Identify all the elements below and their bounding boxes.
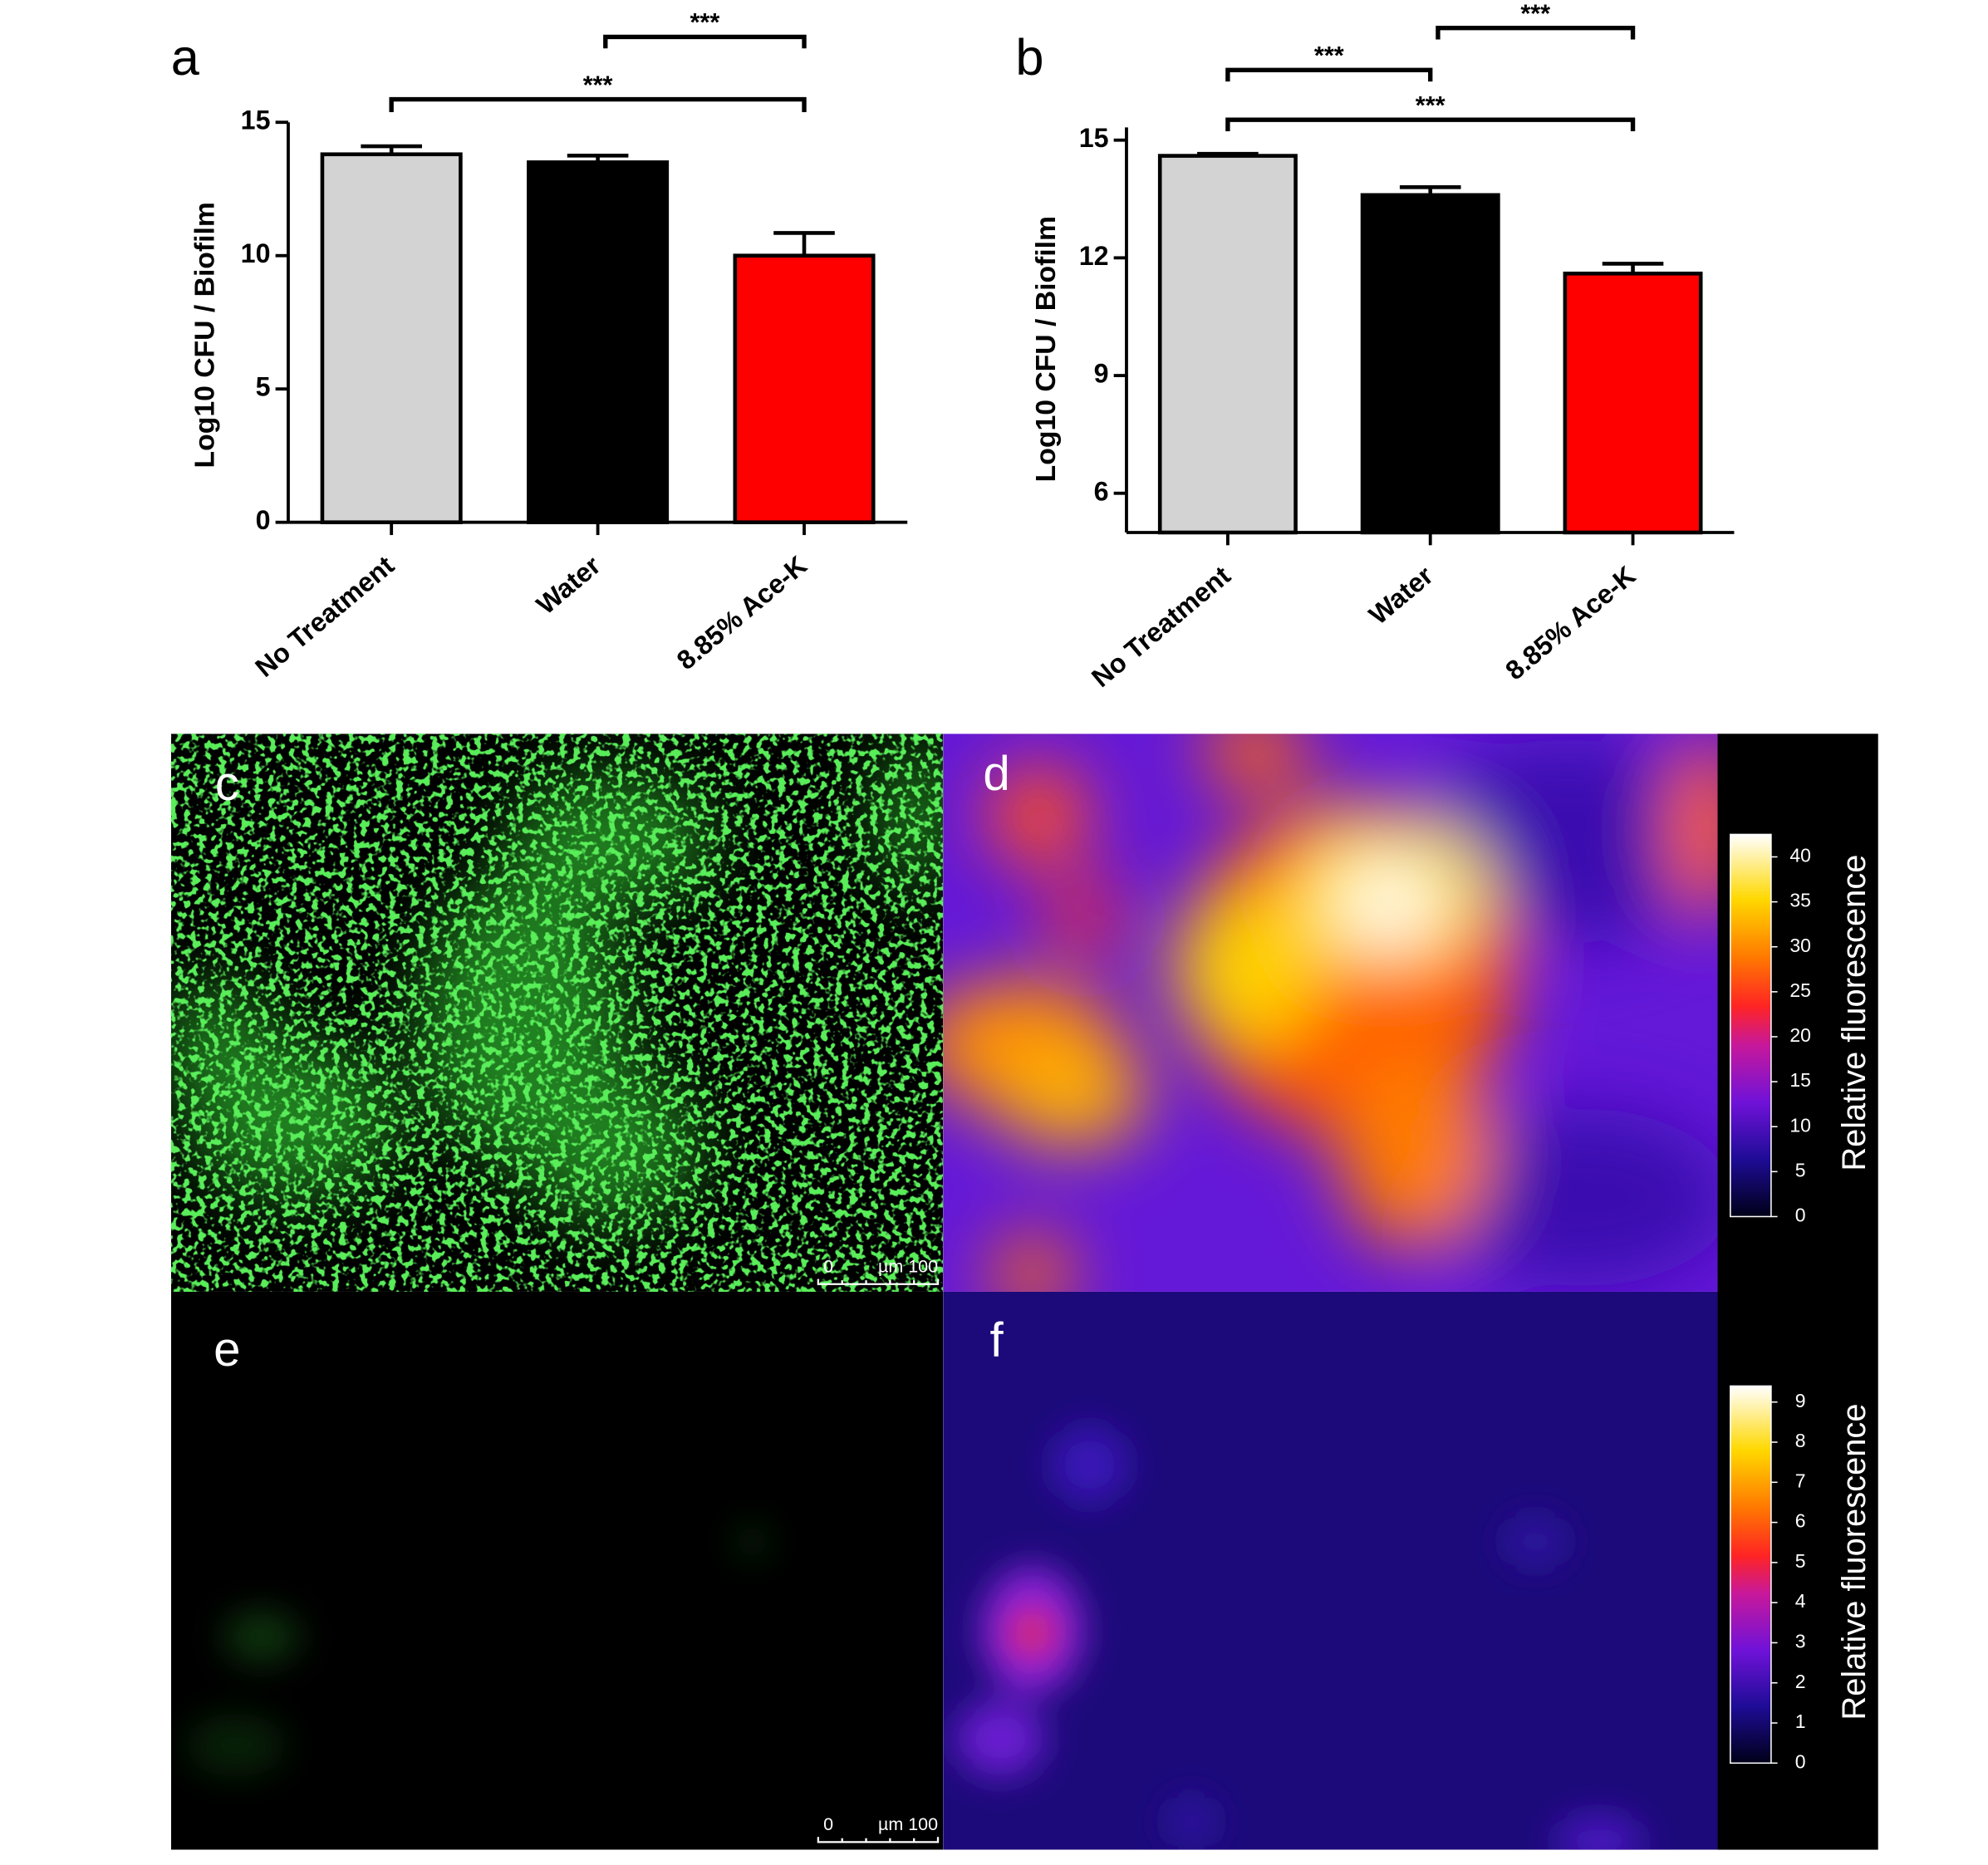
bar — [733, 253, 876, 525]
scale-bar-label: 0 — [823, 1814, 833, 1834]
panel-label: c — [215, 757, 239, 811]
heatmap-f — [943, 1291, 1718, 1850]
colorbar-tick-label: 8 — [1795, 1430, 1806, 1451]
y-tick-label: 6 — [1094, 476, 1109, 506]
panel-label: f — [989, 1313, 1004, 1367]
colorbar-title: Relative fluorescence — [1836, 855, 1873, 1171]
bar — [1563, 271, 1703, 535]
scale-bar-label: 0 — [823, 1256, 833, 1276]
bar — [527, 160, 670, 525]
bar — [1360, 193, 1500, 535]
panel-label: a — [171, 28, 200, 86]
colorbar-tick-label: 20 — [1789, 1024, 1811, 1046]
scale-bar-label: µm 100 — [878, 1814, 938, 1834]
colorbar-tick-label: 2 — [1795, 1671, 1806, 1692]
x-tick-label: No Treatment — [1086, 560, 1236, 693]
y-tick-label: 12 — [1079, 241, 1109, 271]
significance-bracket — [1225, 117, 1636, 131]
micrograph-e — [170, 1291, 944, 1850]
panel-label: d — [983, 747, 1009, 801]
bar — [1157, 154, 1298, 535]
panel-label: e — [214, 1323, 240, 1377]
colorbar-tick-label: 6 — [1795, 1510, 1806, 1532]
colorbar-d — [1730, 833, 1772, 1218]
significance-bracket — [1436, 26, 1636, 40]
x-tick-label: No Treatment — [249, 550, 400, 683]
colorbar-tick-label: 10 — [1789, 1114, 1811, 1136]
heatmap-d — [943, 734, 1718, 1292]
colorbar-tick-label: 5 — [1795, 1159, 1806, 1180]
x-tick-label: 8.85% Ace-K — [1500, 560, 1641, 685]
x-tick-label: Water — [1363, 560, 1439, 631]
significance-label: *** — [1520, 0, 1550, 27]
colorbar-tick-label: 7 — [1795, 1470, 1806, 1491]
colorbar-tick-label: 0 — [1795, 1750, 1806, 1772]
colorbar-tick-label: 4 — [1795, 1590, 1806, 1612]
colorbar-tick-label: 25 — [1789, 979, 1811, 1001]
x-tick-label: 8.85% Ace-K — [671, 550, 812, 675]
colorbar-tick-label: 35 — [1789, 890, 1811, 911]
scale-bar-label: µm 100 — [878, 1256, 938, 1276]
y-tick-label: 10 — [241, 238, 271, 268]
colorbar-f — [1730, 1385, 1772, 1764]
y-tick-label: 9 — [1094, 359, 1109, 389]
panel-label: b — [1015, 28, 1043, 86]
y-axis-label: Log10 CFU / Biofilm — [1030, 216, 1062, 482]
colorbar-tick-label: 30 — [1789, 935, 1811, 956]
significance-bracket — [603, 34, 807, 49]
colorbar-tick-label: 1 — [1795, 1710, 1806, 1732]
colorbar-tick-label: 40 — [1789, 845, 1811, 866]
colorbar-tick-label: 3 — [1795, 1631, 1806, 1652]
colorbar-tick-label: 0 — [1795, 1205, 1806, 1226]
y-tick-label: 5 — [256, 372, 271, 402]
significance-label: *** — [1314, 42, 1344, 70]
significance-label: *** — [1416, 91, 1446, 120]
scale-bar — [817, 1279, 940, 1285]
colorbar-tick-label: 9 — [1795, 1390, 1806, 1411]
micrograph-c — [170, 734, 944, 1292]
y-tick-label: 15 — [241, 106, 271, 135]
bar — [320, 152, 463, 525]
significance-bracket — [389, 96, 807, 112]
x-tick-label: Water — [531, 550, 606, 621]
colorbar-tick-label: 15 — [1789, 1069, 1811, 1091]
y-axis-label: Log10 CFU / Biofilm — [189, 202, 221, 468]
significance-label: *** — [690, 8, 720, 37]
scale-bar — [817, 1837, 940, 1843]
y-tick-label: 15 — [1079, 123, 1109, 153]
y-tick-label: 0 — [256, 505, 271, 535]
significance-label: *** — [583, 71, 613, 99]
significance-bracket — [1225, 67, 1433, 82]
colorbar-tick-label: 5 — [1795, 1550, 1806, 1572]
colorbar-title: Relative fluorescence — [1836, 1403, 1873, 1720]
